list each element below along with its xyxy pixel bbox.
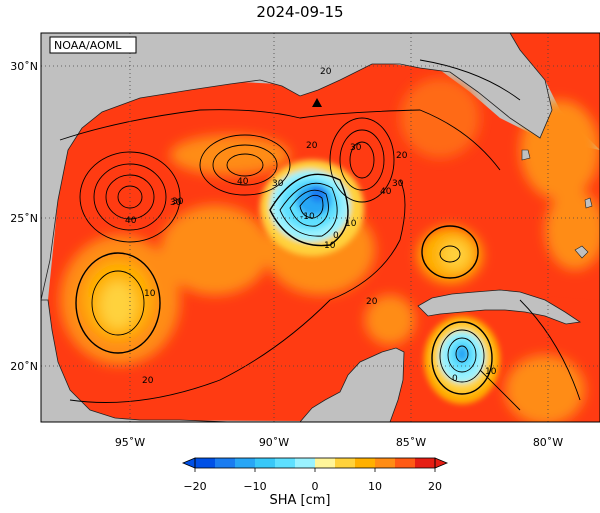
lon-label: 95˚W — [115, 436, 145, 449]
graticule — [41, 33, 600, 422]
lon-label: 80˚W — [533, 436, 563, 449]
cuba-land — [417, 289, 582, 325]
contour-label: 20 — [142, 376, 154, 386]
contour-label: 30 — [170, 198, 182, 208]
contour-label: 40 — [237, 177, 249, 187]
colorbar-swatch — [235, 458, 256, 468]
colorbar-tick-label: 0 — [312, 480, 319, 493]
contour-label: 10 — [144, 289, 156, 299]
colorbar — [181, 457, 449, 472]
colorbar-max-arrow — [434, 457, 449, 469]
colorbar-swatch — [215, 458, 236, 468]
contour-labels: 20 30 40 40 30 20 30 40 -10 10 30 20 20 … — [125, 67, 497, 386]
colorbar-tick-label: −20 — [183, 480, 206, 493]
colorbar-swatch — [255, 458, 276, 468]
colorbar-tick-label: 20 — [428, 480, 442, 493]
contour-label: 30 — [272, 179, 284, 189]
colorbar-min-arrow — [181, 457, 196, 469]
contour-label: 10 — [485, 367, 497, 377]
colorbar-swatch — [415, 458, 436, 468]
contour-label: 40 — [380, 187, 392, 197]
colorbar-swatch — [195, 458, 216, 468]
mexico-land — [41, 299, 231, 422]
colorbar-swatch — [395, 458, 416, 468]
colorbar-label: SHA [cm] — [269, 493, 331, 508]
colorbar-tick-label: −10 — [243, 480, 266, 493]
lat-label: 25˚N — [10, 212, 38, 225]
yucatan-land — [299, 347, 405, 422]
colorbar-swatch — [375, 458, 396, 468]
contour-label: 20 — [396, 151, 408, 161]
station-marker-icon — [312, 98, 322, 107]
contour-label: -10 — [300, 212, 315, 222]
lat-label: 30˚N — [10, 60, 38, 73]
lon-label: 85˚W — [396, 436, 426, 449]
contour-label: 30 — [172, 197, 184, 207]
contour-label: 20 — [306, 141, 318, 151]
us-gulf-coast-land — [41, 33, 553, 301]
colorbar-swatch — [335, 458, 356, 468]
contour-label: 10 — [345, 219, 357, 229]
colorbar-swatch — [295, 458, 316, 468]
credit-box — [49, 36, 137, 54]
contour-lines — [59, 59, 581, 411]
map-title: 2024-09-15 — [256, 3, 344, 21]
contour-label: 30 — [350, 143, 362, 153]
colorbar-tick-label: 10 — [368, 480, 382, 493]
contour-label: 30 — [392, 179, 404, 189]
contour-label: 40 — [125, 216, 137, 226]
bahamas-land — [574, 197, 593, 259]
colorbar-swatch — [355, 458, 376, 468]
colorbar-swatch — [275, 458, 296, 468]
contour-label: 20 — [366, 297, 378, 307]
dry-tortugas — [521, 149, 531, 161]
contour-label: 20 — [320, 67, 332, 77]
map-area — [41, 33, 600, 422]
contour-label: 0 — [333, 231, 339, 241]
contour-label: 0 — [452, 374, 458, 384]
map-frame — [40, 32, 600, 423]
colorbar-swatch — [315, 458, 336, 468]
contour-label: 10 — [324, 241, 336, 251]
credit-text: NOAA/AOML — [54, 39, 122, 52]
lon-label: 90˚W — [259, 436, 289, 449]
lat-label: 20˚N — [10, 360, 38, 373]
cold-eddy-south — [424, 316, 500, 404]
